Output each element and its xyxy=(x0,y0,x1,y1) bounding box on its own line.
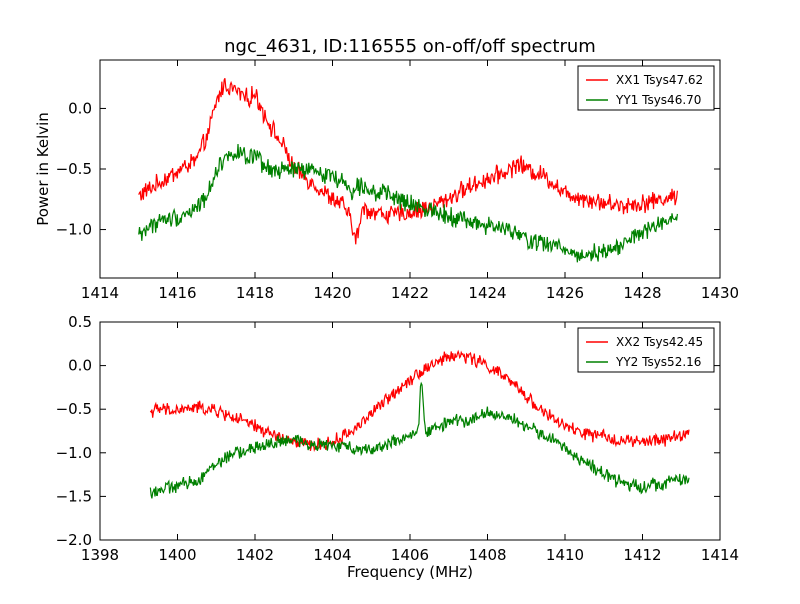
x-tick-label: 1426 xyxy=(546,284,584,302)
legend-entry: XX2 Tsys42.45 xyxy=(616,335,703,349)
series-line-2-1 xyxy=(149,349,690,453)
x-tick-label: 1414 xyxy=(701,546,739,564)
x-tick-label: 1412 xyxy=(623,546,661,564)
y-tick-label: −2.0 xyxy=(56,531,92,549)
y-tick-label: −1.0 xyxy=(56,444,92,462)
y-tick-label: −1.5 xyxy=(56,487,92,505)
x-tick-label: 1398 xyxy=(81,546,119,564)
x-tick-label: 1418 xyxy=(236,284,274,302)
y-tick-label: 0.5 xyxy=(68,313,92,331)
legend-2: XX2 Tsys42.45 YY2 Tsys52.16 xyxy=(577,327,715,373)
x-tick-label: 1400 xyxy=(158,546,196,564)
x-tick-label: 1416 xyxy=(158,284,196,302)
x-tick-label: 1404 xyxy=(313,546,351,564)
legend-entry: YY2 Tsys52.16 xyxy=(615,355,701,369)
x-tick-label: 1406 xyxy=(391,546,429,564)
x-tick-label: 1430 xyxy=(701,284,739,302)
x-tick-label: 1414 xyxy=(81,284,119,302)
x-tick-label: 1420 xyxy=(313,284,351,302)
x-axis-label: Frequency (MHz) xyxy=(347,563,473,581)
x-tick-label: 1408 xyxy=(468,546,506,564)
y-axis-label: Power in Kelvin xyxy=(34,112,52,226)
x-tick-label: 1402 xyxy=(236,546,274,564)
chart-title: ngc_4631, ID:116555 on-off/off spectrum xyxy=(224,36,596,57)
series-line-1-1 xyxy=(138,78,678,245)
legend-entry: YY1 Tsys46.70 xyxy=(615,93,701,107)
legend-box xyxy=(577,327,715,373)
y-tick-label: 0.0 xyxy=(68,357,92,375)
x-tick-label: 1424 xyxy=(468,284,506,302)
chart-panel-2: 1398 1400 1402 1404 1406 1408 1410 1412 1414 −2.0… xyxy=(56,313,740,581)
y-tick-label: −0.5 xyxy=(56,160,92,178)
series-line-1-2 xyxy=(138,144,678,263)
y-tick-label: 0.0 xyxy=(68,99,92,117)
legend-box xyxy=(577,65,715,111)
x-tick-label: 1410 xyxy=(546,546,584,564)
series-line-2-2 xyxy=(149,381,690,499)
legend-entry: XX1 Tsys47.62 xyxy=(616,73,703,87)
y-tick-label: −0.5 xyxy=(56,400,92,418)
chart-panel-1: 1414 1416 1418 1420 1422 1424 1426 1428 1430 −1.0… xyxy=(34,36,739,302)
x-tick-label: 1422 xyxy=(391,284,429,302)
y-tick-label: −1.0 xyxy=(56,221,92,239)
x-tick-label: 1428 xyxy=(623,284,661,302)
legend-1: XX1 Tsys47.62 YY1 Tsys46.70 xyxy=(577,65,715,111)
